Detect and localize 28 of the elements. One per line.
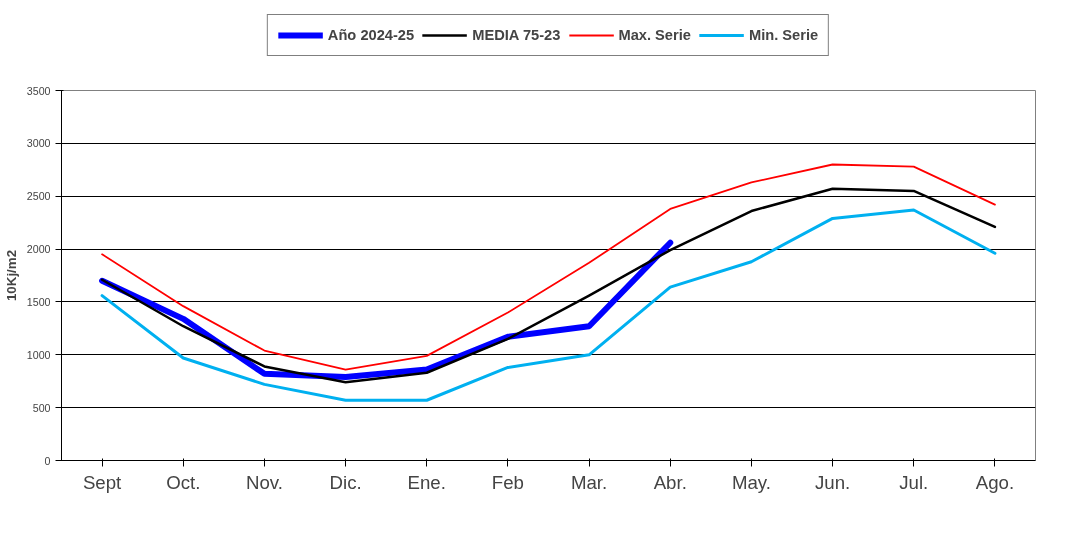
line-series — [101, 163, 996, 371]
x-tick-label: Nov. — [245, 471, 283, 493]
y-axis-title: 10Kj/m2 — [3, 249, 19, 302]
x-tick-label: Mar. — [570, 471, 608, 493]
line-series — [100, 208, 997, 402]
y-tick-label: 2500 — [26, 190, 51, 203]
x-tick-label: Feb — [491, 471, 524, 493]
legend-label: Año 2024-25 — [327, 27, 415, 43]
y-tick-label: 500 — [32, 401, 51, 414]
x-tick-label: Ene. — [407, 471, 446, 493]
y-tick-label: 3000 — [26, 137, 51, 150]
line-series — [100, 187, 997, 384]
legend-label: Max. Serie — [618, 27, 691, 43]
legend-label: MEDIA 75-23 — [472, 27, 561, 43]
y-tick-label: 2000 — [26, 243, 51, 256]
x-tick-label: Sept — [82, 471, 123, 493]
y-tick-label: 1500 — [26, 295, 51, 308]
x-tick-label: Jun. — [814, 471, 851, 493]
x-tick-label: Oct. — [166, 471, 201, 493]
y-tick-label: 3500 — [26, 84, 51, 97]
x-tick-label: May. — [731, 471, 771, 493]
x-tick-label: Jul. — [899, 471, 929, 493]
y-tick-label: 1000 — [26, 348, 51, 361]
y-tick-label: 0 — [44, 454, 51, 467]
x-tick-label: Ago. — [975, 471, 1015, 493]
legend-label: Min. Serie — [748, 27, 819, 43]
x-tick-label: Abr. — [653, 471, 687, 493]
x-tick-label: Dic. — [329, 471, 362, 493]
